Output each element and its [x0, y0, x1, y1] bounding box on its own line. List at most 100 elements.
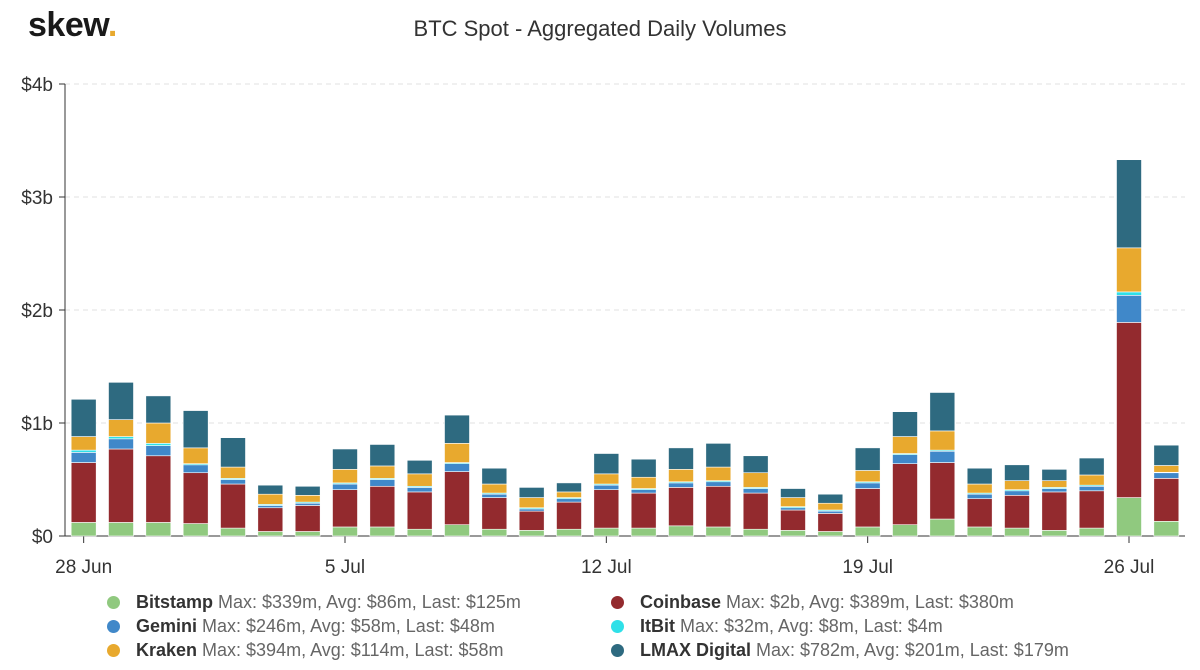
- legend-series-stats: Max: $782m, Avg: $201m, Last: $179m: [751, 640, 1069, 660]
- bar-coinbase-13: [556, 501, 582, 530]
- bar-coinbase-19: [780, 509, 806, 531]
- bar-gemini-27: [1078, 485, 1105, 492]
- bar-coinbase-12: [518, 510, 545, 531]
- bar-gemini-14: [593, 484, 620, 490]
- bar-bitstamp-19: [780, 530, 806, 537]
- bar-kraken-10: [444, 443, 470, 463]
- bar-bitstamp-24: [966, 526, 993, 537]
- legend-item-kraken[interactable]: Kraken Max: $394m, Avg: $114m, Last: $58…: [107, 640, 504, 661]
- bar-kraken-28: [1116, 247, 1142, 293]
- bar-bitstamp-1: [108, 522, 134, 537]
- legend-item-coinbase[interactable]: Coinbase Max: $2b, Avg: $389m, Last: $38…: [611, 592, 1014, 613]
- bar-lmax-digital-28: [1116, 159, 1142, 249]
- bar-coinbase-17: [705, 485, 732, 528]
- bar-lmax-digital-0: [70, 398, 97, 437]
- bar-bitstamp-11: [481, 528, 508, 537]
- bar-bitstamp-14: [593, 527, 620, 537]
- bar-bitstamp-9: [406, 528, 433, 537]
- bar-lmax-digital-13: [556, 482, 582, 493]
- bar-kraken-3: [182, 447, 209, 464]
- bar-gemini-22: [892, 454, 918, 464]
- bar-bitstamp-27: [1078, 527, 1105, 537]
- bar-lmax-digital-6: [294, 485, 321, 496]
- bar-lmax-digital-26: [1041, 469, 1068, 481]
- bar-bitstamp-25: [1004, 527, 1030, 537]
- bar-kraken-14: [593, 473, 620, 485]
- bar-bitstamp-3: [182, 523, 209, 537]
- bar-bitstamp-29: [1153, 521, 1180, 537]
- x-tick-label: 19 Jul: [842, 557, 893, 578]
- bar-bitstamp-12: [518, 530, 545, 537]
- bar-gemini-21: [854, 482, 881, 489]
- bar-bitstamp-4: [220, 527, 246, 537]
- bar-kraken-13: [556, 491, 582, 498]
- bar-coinbase-27: [1078, 490, 1105, 529]
- bar-coinbase-21: [854, 488, 881, 528]
- legend-series-stats: Max: $246m, Avg: $58m, Last: $48m: [197, 616, 495, 636]
- bar-kraken-20: [817, 502, 844, 511]
- legend-item-gemini[interactable]: Gemini Max: $246m, Avg: $58m, Last: $48m: [107, 616, 495, 637]
- bar-lmax-digital-24: [966, 467, 993, 485]
- bar-gemini-7: [332, 483, 358, 490]
- bar-bitstamp-18: [742, 528, 769, 537]
- bar-lmax-digital-16: [668, 447, 694, 470]
- bar-gemini-17: [705, 481, 732, 487]
- bar-gemini-28: [1116, 295, 1142, 323]
- legend-item-lmax-digital[interactable]: LMAX Digital Max: $782m, Avg: $201m, Las…: [611, 640, 1069, 661]
- bar-bitstamp-10: [444, 524, 470, 537]
- bar-lmax-digital-1: [108, 382, 134, 420]
- bar-coinbase-2: [145, 455, 172, 523]
- bar-kraken-22: [892, 436, 918, 454]
- bar-bitstamp-6: [294, 531, 321, 537]
- bar-coinbase-22: [892, 463, 918, 525]
- legend-series-stats: Max: $2b, Avg: $389m, Last: $380m: [721, 592, 1014, 612]
- bar-gemini-19: [780, 507, 806, 511]
- bar-lmax-digital-2: [145, 395, 172, 424]
- bar-gemini-1: [108, 438, 134, 450]
- bar-coinbase-6: [294, 505, 321, 532]
- bar-gemini-12: [518, 508, 545, 512]
- bar-coinbase-16: [668, 487, 694, 527]
- bar-bitstamp-23: [929, 518, 956, 537]
- bar-coinbase-3: [182, 472, 209, 524]
- legend-series-stats: Max: $32m, Avg: $8m, Last: $4m: [675, 616, 943, 636]
- bar-bitstamp-26: [1041, 530, 1068, 537]
- legend-series-name: Coinbase: [640, 592, 722, 612]
- bar-bitstamp-16: [668, 525, 694, 537]
- bar-coinbase-14: [593, 489, 620, 529]
- bar-kraken-9: [406, 473, 433, 487]
- bar-itbit-0: [70, 449, 97, 453]
- bar-lmax-digital-29: [1153, 444, 1180, 466]
- legend-series-stats: Max: $339m, Avg: $86m, Last: $125m: [213, 592, 521, 612]
- bar-lmax-digital-27: [1078, 457, 1105, 476]
- bar-lmax-digital-9: [406, 459, 433, 475]
- bar-bitstamp-13: [556, 528, 582, 537]
- bar-bitstamp-8: [369, 526, 396, 537]
- bar-kraken-23: [929, 430, 956, 451]
- y-tick-label: $1b: [21, 414, 53, 435]
- bar-bitstamp-15: [630, 527, 657, 537]
- bar-gemini-6: [294, 502, 321, 506]
- bar-kraken-27: [1078, 474, 1105, 486]
- legend-item-bitstamp[interactable]: Bitstamp Max: $339m, Avg: $86m, Last: $1…: [107, 592, 521, 613]
- bar-kraken-0: [70, 436, 97, 451]
- legend-series-name: Bitstamp: [136, 592, 214, 612]
- bar-kraken-8: [369, 465, 396, 479]
- bar-gemini-26: [1041, 488, 1068, 493]
- bar-lmax-digital-17: [705, 443, 732, 468]
- bar-kraken-5: [257, 493, 284, 505]
- bar-gemini-0: [70, 452, 97, 463]
- y-tick-label: $2b: [21, 301, 53, 322]
- bar-kraken-26: [1041, 480, 1068, 488]
- bar-lmax-digital-3: [182, 410, 209, 449]
- bar-coinbase-25: [1004, 495, 1030, 529]
- bar-coinbase-11: [481, 497, 508, 530]
- legend-item-itbit[interactable]: ItBit Max: $32m, Avg: $8m, Last: $4m: [611, 616, 943, 637]
- bar-gemini-24: [966, 493, 993, 500]
- bar-lmax-digital-14: [593, 453, 620, 475]
- bar-lmax-digital-10: [444, 414, 470, 444]
- bar-kraken-21: [854, 470, 881, 483]
- bar-gemini-29: [1153, 472, 1180, 479]
- bar-bitstamp-7: [332, 526, 358, 537]
